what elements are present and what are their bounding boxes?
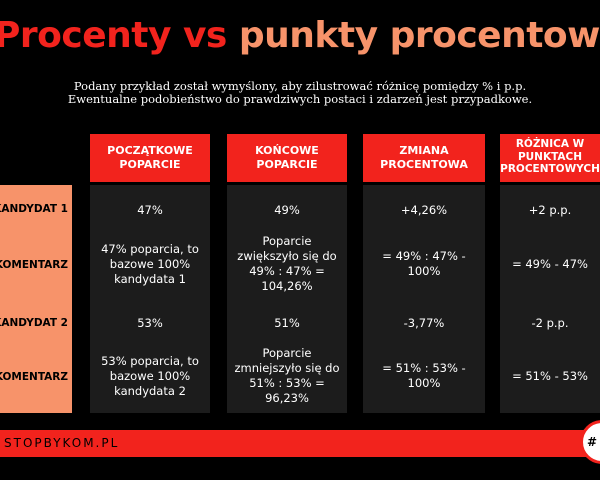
table-cell: = 49% - 47% — [512, 256, 588, 271]
column-header-percent-change: ZMIANA PROCENTOWA — [363, 134, 485, 182]
table-cell: +2 p.p. — [528, 202, 572, 217]
table-cell: -2 p.p. — [531, 315, 569, 330]
page-title: Procenty vs punkty procentowe — [0, 18, 600, 54]
column-panel-final-support — [227, 185, 347, 413]
table-cell: = 51% - 53% — [512, 368, 588, 383]
column-header-final-support: KOŃCOWE POPARCIE — [227, 134, 347, 182]
disclaimer-line-1: Podany przykład został wymyślony, aby zi… — [73, 79, 527, 93]
column-panel-initial-support — [90, 185, 210, 413]
hashtag-badge-icon: # — [580, 420, 600, 464]
column-header-pp-difference: RÓŻNICA W PUNKTACH PROCENTOWYCH — [500, 134, 600, 182]
disclaimer-line-2: Ewentualne podobieństwo do prawdziwych p… — [67, 92, 533, 106]
table-cell: +4,26% — [400, 202, 448, 217]
column-panel-pp-difference — [500, 185, 600, 413]
table-cell: -3,77% — [403, 315, 445, 330]
table-cell: 51% — [274, 315, 300, 330]
title-part-1: Procenty vs — [0, 15, 227, 56]
table-cell: = 51% : 53% - 100% — [382, 361, 466, 390]
row-label-candidate-1: KANDYDAT 1 — [0, 203, 68, 215]
column-panel-percent-change — [363, 185, 485, 413]
row-label-column — [0, 185, 72, 413]
badge-label: # — [587, 435, 598, 449]
table-cell: 53% poparcia, to bazowe 100% kandydata 2 — [101, 353, 199, 398]
footer-bar — [0, 430, 600, 457]
disclaimer: Podany przykład został wymyślony, aby zi… — [20, 80, 580, 106]
title-part-2: punkty procentowe — [238, 15, 600, 56]
table-cell: = 49% : 47% - 100% — [382, 249, 466, 278]
row-label-comment-2: KOMENTARZ — [0, 371, 68, 383]
table-cell: 47% — [137, 202, 163, 217]
row-label-candidate-2: KANDYDAT 2 — [0, 317, 68, 329]
table-cell: 49% — [274, 202, 300, 217]
table-cell: 53% — [137, 315, 163, 330]
footer-site-link[interactable]: STOPBYKOM.PL — [4, 436, 120, 450]
table-cell: Poparcie zwiększyło się do 49% : 47% = 1… — [237, 234, 337, 293]
table-cell: Poparcie zmniejszyło się do 51% : 53% = … — [234, 346, 340, 405]
table-cell: 47% poparcia, to bazowe 100% kandydata 1 — [101, 241, 199, 286]
column-header-initial-support: POCZĄTKOWE POPARCIE — [90, 134, 210, 182]
row-label-comment-1: KOMENTARZ — [0, 259, 68, 271]
